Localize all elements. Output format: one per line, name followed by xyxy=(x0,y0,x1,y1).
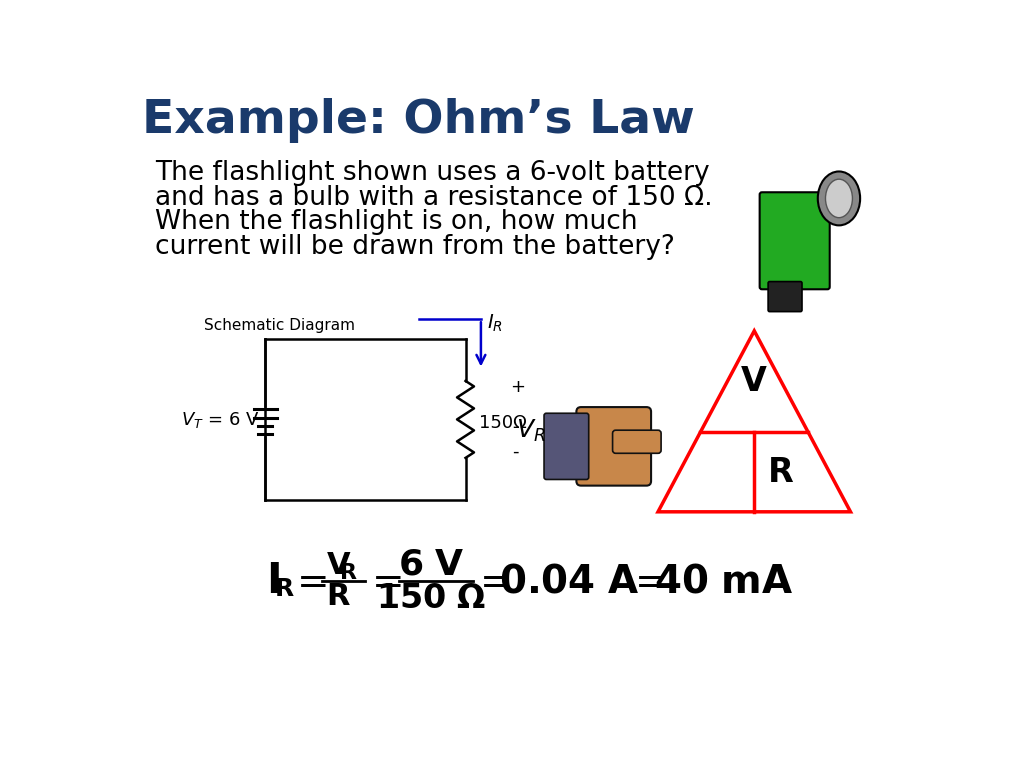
Text: $\mathbf{I}$: $\mathbf{I}$ xyxy=(266,560,280,602)
FancyBboxPatch shape xyxy=(577,407,651,485)
Text: $I_R$: $I_R$ xyxy=(487,313,503,334)
Text: 150Ω: 150Ω xyxy=(479,414,527,432)
Text: $\mathbf{V}$: $\mathbf{V}$ xyxy=(326,551,351,580)
Ellipse shape xyxy=(818,171,860,225)
Text: $\mathbf{150\ \Omega}$: $\mathbf{150\ \Omega}$ xyxy=(376,581,485,614)
Text: $\mathbf{40\ mA}$: $\mathbf{40\ mA}$ xyxy=(654,562,793,600)
Text: $=$: $=$ xyxy=(289,562,327,600)
FancyBboxPatch shape xyxy=(768,282,802,312)
Text: V: V xyxy=(741,365,767,398)
Text: $\mathbf{R}$: $\mathbf{R}$ xyxy=(274,577,295,601)
Text: $V_T$ = 6 V: $V_T$ = 6 V xyxy=(180,410,259,430)
Text: +: + xyxy=(510,378,525,396)
Text: $V_R$: $V_R$ xyxy=(515,418,545,444)
FancyBboxPatch shape xyxy=(544,413,589,479)
Text: current will be drawn from the battery?: current will be drawn from the battery? xyxy=(156,233,675,260)
Ellipse shape xyxy=(825,179,852,217)
Text: $\mathbf{0.04\ A}$: $\mathbf{0.04\ A}$ xyxy=(500,562,640,600)
Text: When the flashlight is on, how much: When the flashlight is on, how much xyxy=(156,209,638,235)
Text: $\mathbf{R}$: $\mathbf{R}$ xyxy=(326,582,351,611)
Text: $=$: $=$ xyxy=(365,562,402,600)
Text: $\mathbf{6\ V}$: $\mathbf{6\ V}$ xyxy=(397,547,464,581)
FancyBboxPatch shape xyxy=(612,430,662,453)
Text: $=$: $=$ xyxy=(628,562,666,600)
FancyBboxPatch shape xyxy=(760,192,829,290)
Text: The flashlight shown uses a 6-volt battery: The flashlight shown uses a 6-volt batte… xyxy=(156,160,710,186)
Text: $\mathbf{R}$: $\mathbf{R}$ xyxy=(339,564,357,584)
Text: and has a bulb with a resistance of 150 Ω.: and has a bulb with a resistance of 150 … xyxy=(156,184,713,210)
Text: Example: Ohm’s Law: Example: Ohm’s Law xyxy=(142,98,695,144)
Text: R: R xyxy=(768,455,794,488)
Text: $=$: $=$ xyxy=(472,562,510,600)
Text: Schematic Diagram: Schematic Diagram xyxy=(204,318,354,333)
Text: -: - xyxy=(512,442,518,461)
